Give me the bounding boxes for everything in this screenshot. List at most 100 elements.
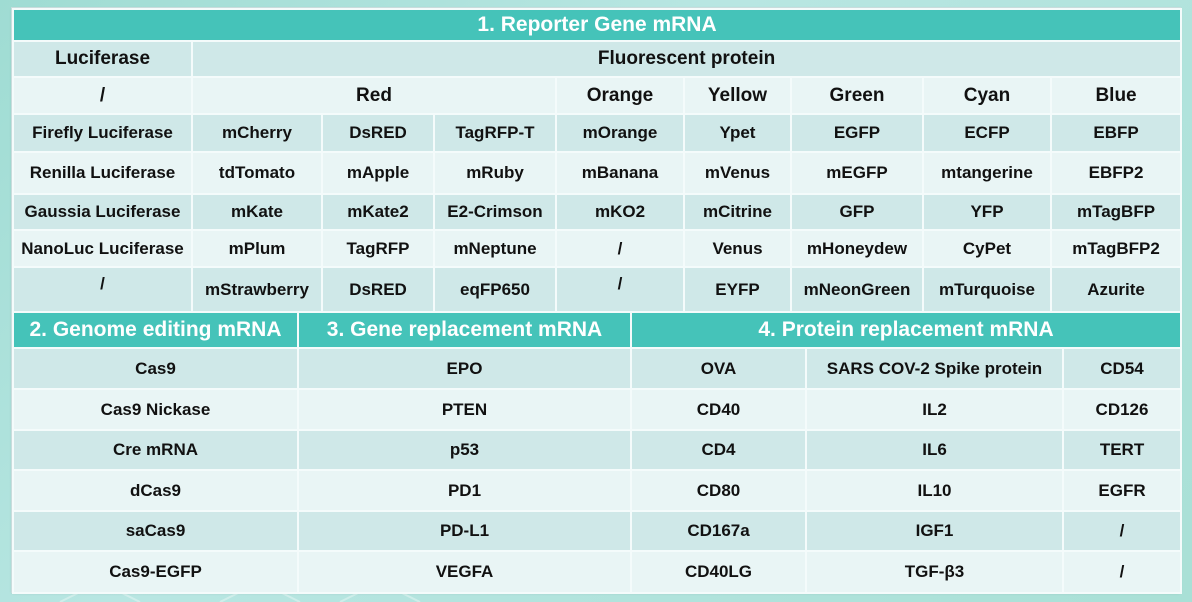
table-cell: Firefly Luciferase	[12, 113, 193, 153]
table-cell: Ypet	[683, 113, 792, 153]
table-cell: mtangerine	[922, 151, 1052, 195]
table-cell: DsRED	[321, 266, 435, 313]
table-cell: EPO	[297, 347, 632, 390]
table-cell: mStrawberry	[191, 266, 323, 313]
table-cell: mHoneydew	[790, 229, 924, 268]
table-cell: CD54	[1061, 347, 1183, 390]
table-cell: CD126	[1061, 388, 1183, 431]
subheader-luciferase: /	[12, 76, 193, 115]
table-cell: mPlum	[191, 229, 323, 268]
table-cell: mCitrine	[683, 193, 792, 231]
table-cell: /	[555, 266, 685, 313]
table-cell: mEGFP	[790, 151, 924, 195]
subheader-yellow: Yellow	[683, 76, 792, 115]
therapeutic-mrna-table: 2. Genome editing mRNA 3. Gene replaceme…	[12, 311, 1183, 594]
table-cell: dCas9	[12, 469, 299, 512]
table-cell: eqFP650	[433, 266, 557, 313]
table-cell: /	[1061, 550, 1183, 594]
table-row: Cas9 EPO OVA SARS COV-2 Spike protein CD…	[12, 347, 1183, 390]
table-row: NanoLuc Luciferase mPlum TagRFP mNeptune…	[12, 229, 1183, 268]
subheader-green: Green	[790, 76, 924, 115]
table-cell: saCas9	[12, 510, 299, 552]
table-cell: CyPet	[922, 229, 1052, 268]
table-row: Cas9-EGFP VEGFA CD40LG TGF-β3 /	[12, 550, 1183, 594]
table-cell: NanoLuc Luciferase	[12, 229, 193, 268]
table-cell: mNeptune	[433, 229, 557, 268]
table-cell: VEGFA	[297, 550, 632, 594]
table-cell: mApple	[321, 151, 435, 195]
table-cell: mNeonGreen	[790, 266, 924, 313]
table-row: Gaussia Luciferase mKate mKate2 E2-Crims…	[12, 193, 1183, 231]
subheader-red: Red	[191, 76, 557, 115]
table-cell: Gaussia Luciferase	[12, 193, 193, 231]
table-cell: Renilla Luciferase	[12, 151, 193, 195]
table-cell: mKO2	[555, 193, 685, 231]
table-cell: /	[555, 229, 685, 268]
mrna-catalog-panel: 1. Reporter Gene mRNA Luciferase Fluores…	[11, 8, 1183, 594]
table-cell: EBFP2	[1049, 151, 1183, 195]
reporter-gene-table: 1. Reporter Gene mRNA Luciferase Fluores…	[11, 8, 1183, 313]
subheader-blue: Blue	[1049, 76, 1183, 115]
table-cell: mBanana	[555, 151, 685, 195]
table-row: Renilla Luciferase tdTomato mApple mRuby…	[12, 151, 1183, 195]
table-cell: mKate	[191, 193, 323, 231]
table-cell: EYFP	[683, 266, 792, 313]
table-cell: TagRFP-T	[433, 113, 557, 153]
table-cell: Cas9-EGFP	[12, 550, 299, 594]
table-cell: OVA	[630, 347, 807, 390]
table-cell: Cas9	[12, 347, 299, 390]
table-cell: EGFR	[1061, 469, 1183, 512]
section-title-genome-editing: 2. Genome editing mRNA	[12, 311, 299, 349]
fluorescent-protein-header: Fluorescent protein	[190, 40, 1183, 78]
table-cell: Cre mRNA	[12, 429, 299, 471]
table-cell: CD80	[630, 469, 807, 512]
table-cell: GFP	[790, 193, 924, 231]
table-row: saCas9 PD-L1 CD167a IGF1 /	[12, 510, 1183, 552]
table-cell: PD1	[297, 469, 632, 512]
table-cell: YFP	[922, 193, 1052, 231]
table-cell: CD40LG	[630, 550, 807, 594]
table-cell: TERT	[1061, 429, 1183, 471]
table-cell: CD4	[630, 429, 807, 471]
table-cell: /	[12, 266, 193, 313]
table-cell: /	[1061, 510, 1183, 552]
table-row: Cas9 Nickase PTEN CD40 IL2 CD126	[12, 388, 1183, 431]
table-cell: IL2	[805, 388, 1064, 431]
table-row: dCas9 PD1 CD80 IL10 EGFR	[12, 469, 1183, 512]
subheader-orange: Orange	[555, 76, 685, 115]
section-title-protein-replacement: 4. Protein replacement mRNA	[629, 311, 1183, 349]
table-cell: E2-Crimson	[433, 193, 557, 231]
table-cell: Azurite	[1049, 266, 1183, 313]
table-cell: Venus	[683, 229, 792, 268]
table-cell: PD-L1	[297, 510, 632, 552]
table-cell: PTEN	[297, 388, 632, 431]
table-cell: mTagBFP2	[1049, 229, 1183, 268]
subheader-cyan: Cyan	[922, 76, 1052, 115]
table-cell: TagRFP	[321, 229, 435, 268]
table-cell: TGF-β3	[805, 550, 1064, 594]
table-cell: mTagBFP	[1049, 193, 1183, 231]
luciferase-header: Luciferase	[12, 40, 193, 78]
section-title-reporter: 1. Reporter Gene mRNA	[11, 8, 1183, 42]
table-row: Cre mRNA p53 CD4 IL6 TERT	[12, 429, 1183, 471]
table-cell: Cas9 Nickase	[12, 388, 299, 431]
table-cell: mVenus	[683, 151, 792, 195]
table-cell: mKate2	[321, 193, 435, 231]
table-row: Firefly Luciferase mCherry DsRED TagRFP-…	[12, 113, 1183, 153]
table-cell: SARS COV-2 Spike protein	[805, 347, 1064, 390]
table-cell: IL6	[805, 429, 1064, 471]
table-cell: CD40	[630, 388, 807, 431]
table-cell: IL10	[805, 469, 1064, 512]
table-cell: p53	[297, 429, 632, 471]
table-cell: ECFP	[922, 113, 1052, 153]
table-cell: tdTomato	[191, 151, 323, 195]
table-cell: CD167a	[630, 510, 807, 552]
table-cell: mRuby	[433, 151, 557, 195]
table-cell: EBFP	[1049, 113, 1183, 153]
table-cell: mOrange	[555, 113, 685, 153]
table-cell: EGFP	[790, 113, 924, 153]
section-title-gene-replacement: 3. Gene replacement mRNA	[297, 311, 632, 349]
table-cell: IGF1	[805, 510, 1064, 552]
table-row: / mStrawberry DsRED eqFP650 / EYFP mNeon…	[12, 266, 1183, 313]
table-cell: mCherry	[191, 113, 323, 153]
